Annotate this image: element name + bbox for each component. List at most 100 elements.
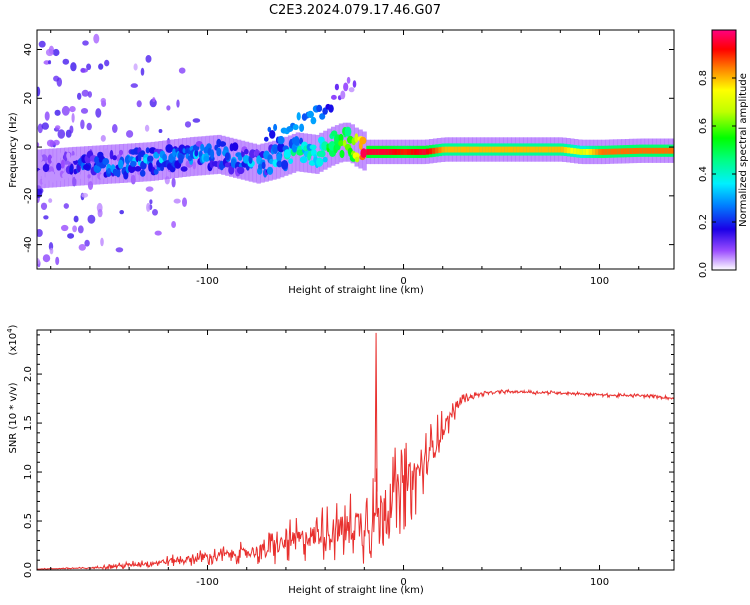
noise-blob <box>48 60 52 65</box>
ridge-blob <box>276 153 282 163</box>
snr-frame <box>36 329 675 571</box>
ridge-core <box>394 149 399 155</box>
noise-blob <box>37 229 43 237</box>
ridge-halo-cell <box>174 139 179 178</box>
ridge-core <box>541 146 546 153</box>
ridge-core <box>567 147 571 154</box>
snr-panel: -100 0 100 0.0 0.5 1.0 1.5 2.0 Height of straig… <box>6 324 675 596</box>
noise-blob <box>171 221 177 228</box>
ridge-blob <box>153 151 160 159</box>
noise-blob <box>182 197 187 207</box>
ridge-halo-cell <box>123 143 128 183</box>
ridge-core <box>407 149 411 155</box>
ridge-blob <box>37 160 43 169</box>
ridge-blob <box>47 154 53 164</box>
snr-y-multiplier-exponent: 4 <box>6 328 14 333</box>
noise-blob <box>133 63 138 71</box>
noise-blob <box>144 124 150 132</box>
ridge-core <box>661 147 665 154</box>
ridge-blob <box>261 161 266 169</box>
ridge-blob <box>360 148 368 159</box>
noise-blob <box>69 106 76 113</box>
ridge-core <box>626 148 631 155</box>
ridge-blob <box>281 160 289 170</box>
ridge-blob <box>180 166 188 172</box>
ridge-core <box>563 147 568 153</box>
noise-blob <box>166 105 171 111</box>
ridge-core <box>657 147 662 154</box>
noise-blob <box>112 124 118 133</box>
branch-blob <box>299 123 305 132</box>
ridge-core <box>410 149 414 155</box>
ridge-blob <box>219 141 227 147</box>
noise-blob <box>62 58 70 65</box>
ridge-core <box>573 148 577 155</box>
branch-blob <box>306 110 314 118</box>
ridge-core <box>582 149 587 155</box>
y-tick-label: -20 <box>23 188 34 204</box>
ridge-core <box>372 149 377 155</box>
noise-blob <box>130 83 138 88</box>
ridge-core <box>560 146 565 153</box>
snr-y-axis-label: SNR (10 * v/v) <box>8 382 19 453</box>
colorbar-tick-label: 0.0 <box>698 262 709 278</box>
ridge-core <box>400 149 405 155</box>
y-tick-label: 20 <box>23 92 34 105</box>
ridge-blob <box>200 143 205 152</box>
branch-blob <box>331 94 337 100</box>
ridge-core <box>466 146 471 153</box>
noise-blob <box>115 247 124 253</box>
noise-blob <box>37 189 43 198</box>
ridge-core <box>479 146 483 153</box>
ridge-core <box>535 146 540 153</box>
ridge-core <box>469 146 474 153</box>
ridge-core <box>651 147 656 154</box>
snr-y-multiplier-close: ) <box>8 324 19 328</box>
ridge-core <box>463 146 468 153</box>
noise-blob <box>87 214 96 224</box>
y-tick-label: 0.0 <box>23 562 34 578</box>
colorbar-label: Normalized spectral amplitude <box>738 73 749 227</box>
ridge-core <box>419 149 424 155</box>
noise-blob <box>48 198 53 203</box>
branch-blob <box>296 112 301 121</box>
x-tick-label: 100 <box>590 276 609 287</box>
ridge-blob <box>322 156 328 163</box>
ridge-blob <box>60 159 65 169</box>
ridge-blob <box>99 173 105 180</box>
ridge-core <box>413 149 417 155</box>
noise-blob <box>100 97 107 104</box>
ridge-halo-cell <box>252 143 257 183</box>
ridge-core <box>585 149 590 155</box>
ridge-halo-cell <box>52 148 58 188</box>
ridge-blob <box>316 157 324 167</box>
ridge-halo-cell <box>213 135 218 175</box>
noise-blob <box>104 59 110 67</box>
y-tick-label: 40 <box>23 43 34 56</box>
ridge-blob <box>276 160 283 168</box>
noise-blob <box>77 92 82 100</box>
noise-blob <box>80 119 85 130</box>
noise-blob <box>81 89 90 97</box>
ridge-core <box>491 146 496 153</box>
ridge-core <box>601 149 606 155</box>
noise-blob <box>100 135 106 142</box>
ridge-core <box>639 147 643 154</box>
ridge-blob <box>203 155 210 162</box>
branch-blob <box>264 136 269 142</box>
ridge-core <box>570 147 574 154</box>
noise-blob <box>37 123 43 134</box>
colorbar: 0.0 0.2 0.4 0.6 0.8 Normalized spectral ampl… <box>698 29 749 278</box>
noise-blob <box>49 247 54 255</box>
ridge-core <box>632 148 637 154</box>
ridge-blob <box>147 155 154 162</box>
ridge-core <box>435 147 439 154</box>
noise-blob <box>119 210 124 215</box>
noise-blob <box>81 192 89 198</box>
ridge-core <box>422 149 427 155</box>
ridge-core <box>604 148 609 155</box>
noise-blob <box>57 129 66 139</box>
ridge-blob <box>139 169 146 177</box>
ridge-core <box>501 146 505 153</box>
noise-blob <box>152 97 156 103</box>
